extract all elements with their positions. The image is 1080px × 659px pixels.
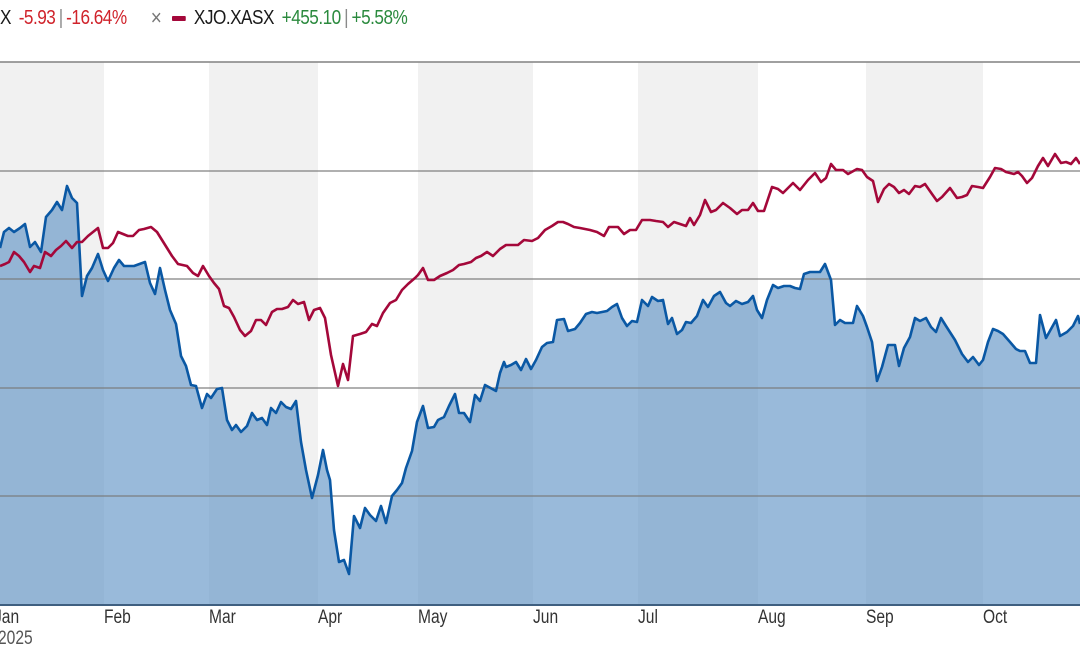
x-tick-label: Jun: [533, 607, 559, 628]
series2-symbol: XJO.XASX: [193, 6, 275, 29]
x-tick-label: Sep: [866, 607, 894, 628]
x-tick-label: Apr: [318, 607, 343, 628]
x-tick-label: Oct: [983, 607, 1008, 628]
x-tick-label: Mar: [209, 607, 236, 628]
x-tick-label: Aug: [758, 607, 786, 628]
series-lines: [0, 152, 1080, 576]
chart-legend: X -5.93 | -16.64% × XJO.XASX +455.10 | +…: [0, 4, 408, 32]
gridlines: [0, 61, 1080, 606]
series1-line: [0, 184, 1080, 576]
series2-swatch-icon: [171, 15, 186, 21]
x-tick-label: Jan: [0, 607, 20, 628]
series2-change: +455.10: [281, 6, 342, 29]
x-axis-year: 2025: [0, 628, 33, 649]
series1-symbol: X: [0, 6, 11, 29]
series1-change: -5.93: [18, 6, 56, 29]
remove-series-icon[interactable]: ×: [150, 5, 162, 30]
x-tick-label: Jul: [638, 607, 658, 628]
legend-separator: |: [344, 6, 349, 29]
series1-change-pct: -16.64%: [66, 6, 127, 29]
x-tick-label: Feb: [104, 607, 131, 628]
x-tick-label: May: [418, 607, 448, 628]
series2-change-pct: +5.58%: [351, 6, 408, 29]
legend-separator: |: [58, 6, 63, 29]
series2-line: [0, 152, 1080, 388]
series1-area: [0, 186, 1080, 605]
